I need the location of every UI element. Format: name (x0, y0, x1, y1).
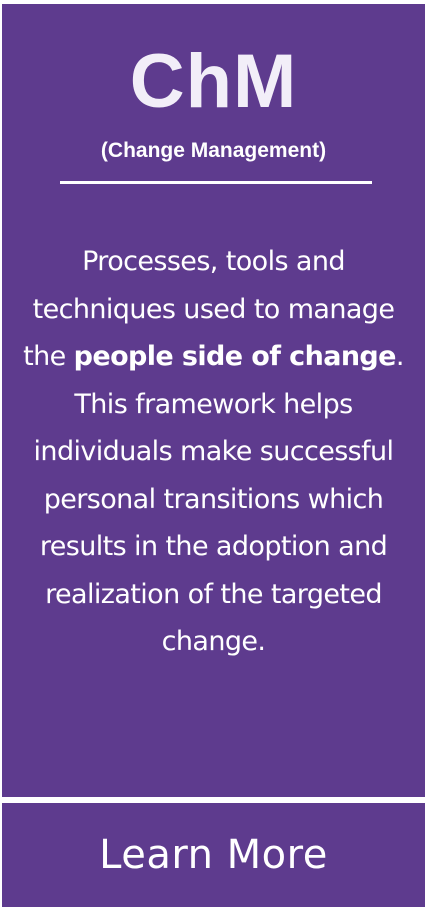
title-divider (60, 181, 372, 184)
description-text-after: . This framework helps individuals make … (33, 341, 405, 657)
card-description: Processes, tools and techniques used to … (16, 238, 411, 666)
learn-more-label: Learn More (99, 832, 328, 878)
description-text-before: Processes, tools and techniques used to … (23, 246, 395, 372)
card-title: ChM (129, 39, 298, 124)
card-subtitle: (Change Management) (100, 139, 327, 162)
description-emphasis: people side of change (73, 341, 397, 372)
info-card: ChM (Change Management) Processes, tools… (2, 4, 425, 797)
learn-more-button[interactable]: Learn More (2, 803, 425, 907)
